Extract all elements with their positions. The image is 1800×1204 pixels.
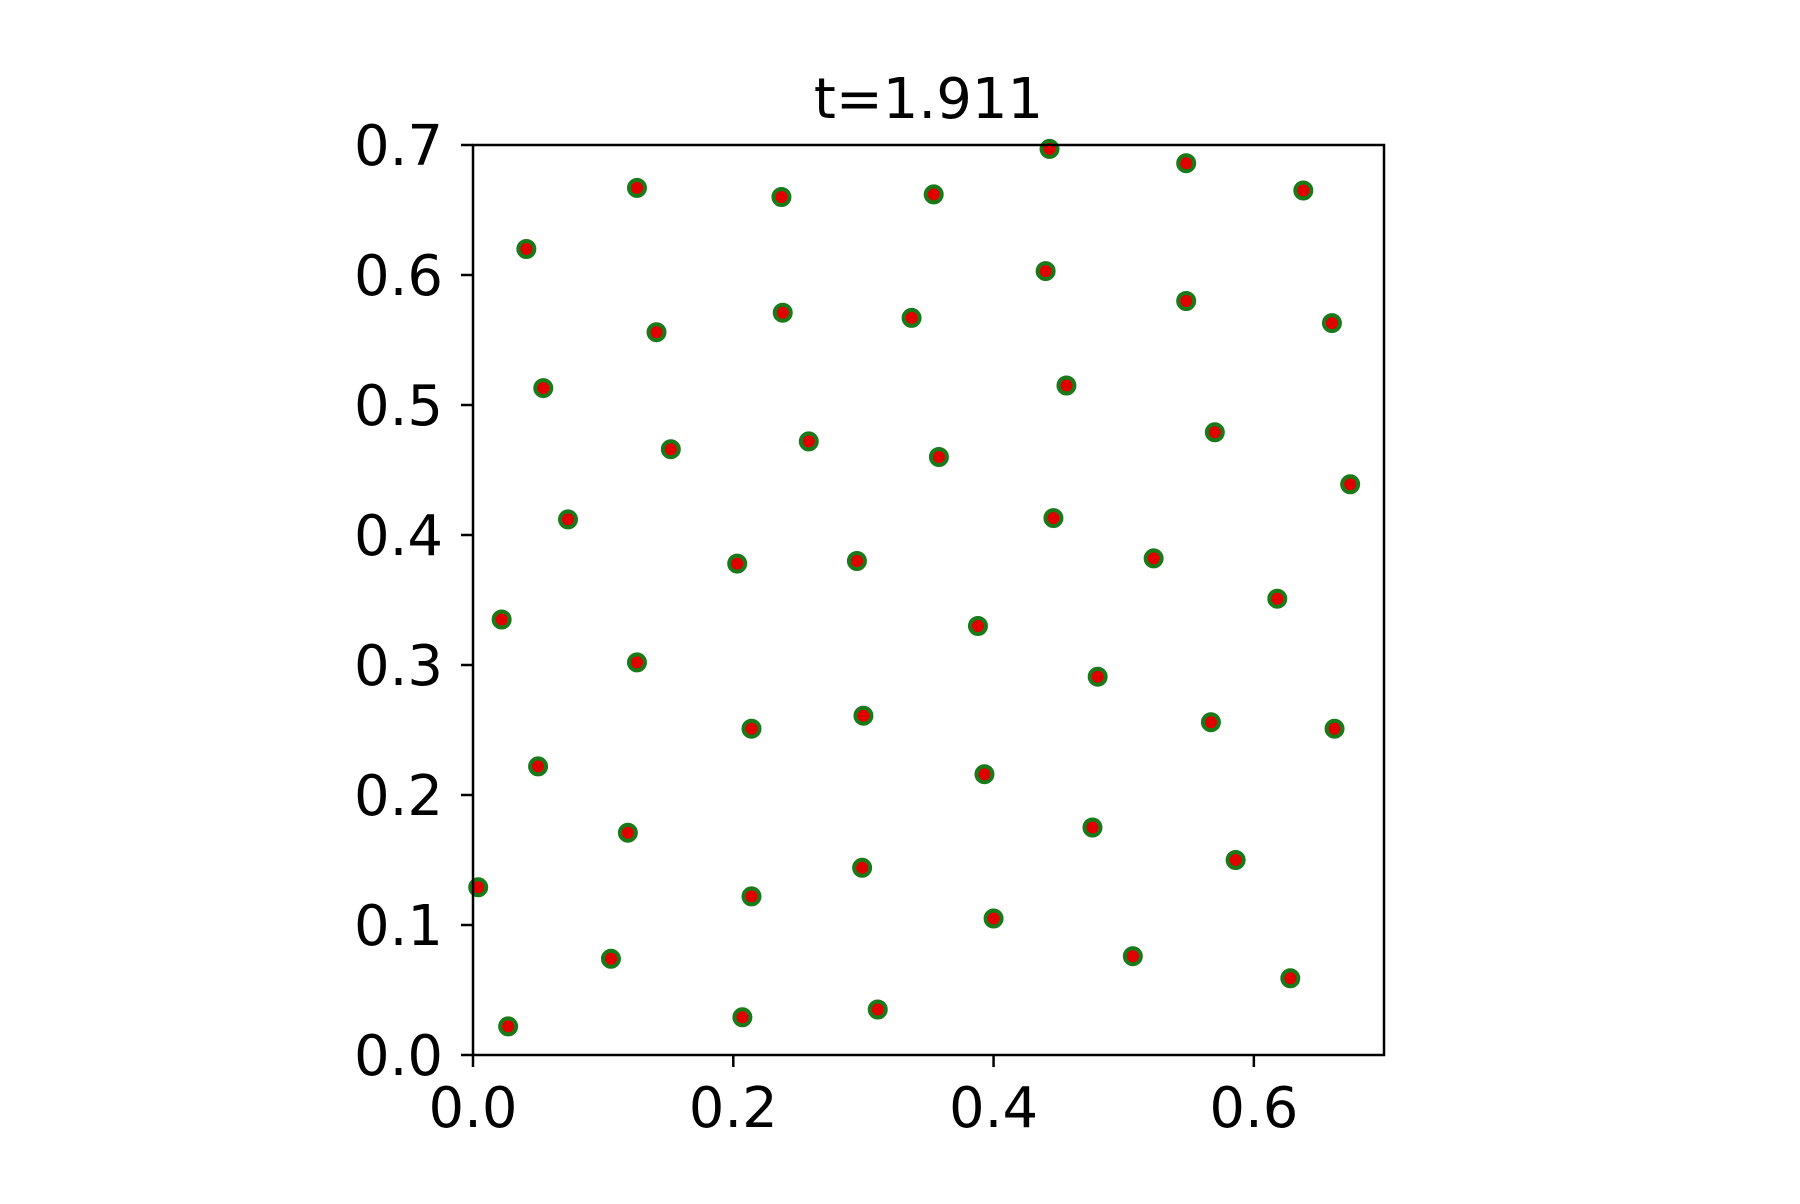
x-tick-label: 0.0 xyxy=(428,1076,517,1141)
y-tick-label: 0.1 xyxy=(354,894,443,959)
scatter-point xyxy=(626,652,647,673)
axes-layer: 0.0 0.2 0.4 0.6 0.0 0.1 0.2 0.3 0.4 0.5 0.6 0.7 xyxy=(354,114,1386,1141)
scatter-point xyxy=(1176,291,1197,311)
scatter-point xyxy=(852,857,873,878)
scatter-point xyxy=(1082,817,1103,838)
scatter-point xyxy=(1324,718,1345,739)
scatter-point xyxy=(967,616,988,636)
y-tick-label: 0.6 xyxy=(354,244,443,309)
scatter-point xyxy=(1293,180,1314,201)
scatter-point xyxy=(846,551,867,571)
scatter-point xyxy=(516,239,537,259)
scatter-point xyxy=(867,999,888,1020)
scatter-point xyxy=(558,509,579,530)
scatter-point xyxy=(1056,375,1077,396)
y-tick-label: 0.5 xyxy=(354,374,443,439)
scatter-point xyxy=(1043,508,1064,529)
scatter-point xyxy=(772,302,793,323)
scatter-point xyxy=(974,764,995,785)
scatter-point xyxy=(1087,666,1108,687)
y-tick-label: 0.7 xyxy=(354,114,443,179)
scatter-point xyxy=(660,439,681,460)
scatter-point xyxy=(732,1007,753,1028)
scatter-point xyxy=(1035,261,1056,282)
scatter-point xyxy=(983,908,1004,929)
scatter-point xyxy=(771,187,792,207)
points-layer xyxy=(468,138,1361,1037)
scatter-point xyxy=(901,307,922,328)
scatter-point xyxy=(853,705,874,726)
scatter-point xyxy=(1280,968,1301,989)
scatter-point xyxy=(498,1016,519,1037)
y-tick-label: 0.2 xyxy=(354,764,443,829)
scatter-point xyxy=(923,184,944,205)
x-tick-label: 0.6 xyxy=(1209,1076,1298,1141)
scatter-point xyxy=(741,886,762,907)
scatter-point xyxy=(798,431,819,452)
chart-title: t=1.911 xyxy=(814,67,1043,132)
scatter-point xyxy=(1204,422,1225,443)
scatter-point xyxy=(491,609,512,630)
scatter-point xyxy=(1321,313,1342,334)
scatter-point xyxy=(1340,474,1361,495)
plot-frame xyxy=(471,143,1386,1057)
scatter-point xyxy=(1143,548,1164,569)
scatter-point xyxy=(1176,153,1197,174)
scatter-point xyxy=(617,822,638,843)
scatter-point xyxy=(1267,588,1288,609)
scatter-point xyxy=(626,177,647,198)
scatter-point xyxy=(646,322,667,343)
scatter-point xyxy=(528,756,549,777)
scatter-point xyxy=(600,948,621,969)
scatter-point xyxy=(1039,138,1060,159)
scatter-point xyxy=(741,718,762,739)
scatter-point xyxy=(1225,850,1246,870)
scatter-point xyxy=(1200,712,1221,733)
scatter-point xyxy=(1122,946,1143,967)
x-tick-label: 0.4 xyxy=(949,1076,1038,1141)
scatter-point xyxy=(533,378,554,399)
y-tick-label: 0.4 xyxy=(354,504,443,569)
scatter-point xyxy=(928,447,949,467)
scatter-point xyxy=(727,553,748,574)
x-tick-label: 0.2 xyxy=(689,1076,778,1141)
y-tick-label: 0.3 xyxy=(354,634,443,699)
y-tick-label: 0.0 xyxy=(354,1024,443,1089)
